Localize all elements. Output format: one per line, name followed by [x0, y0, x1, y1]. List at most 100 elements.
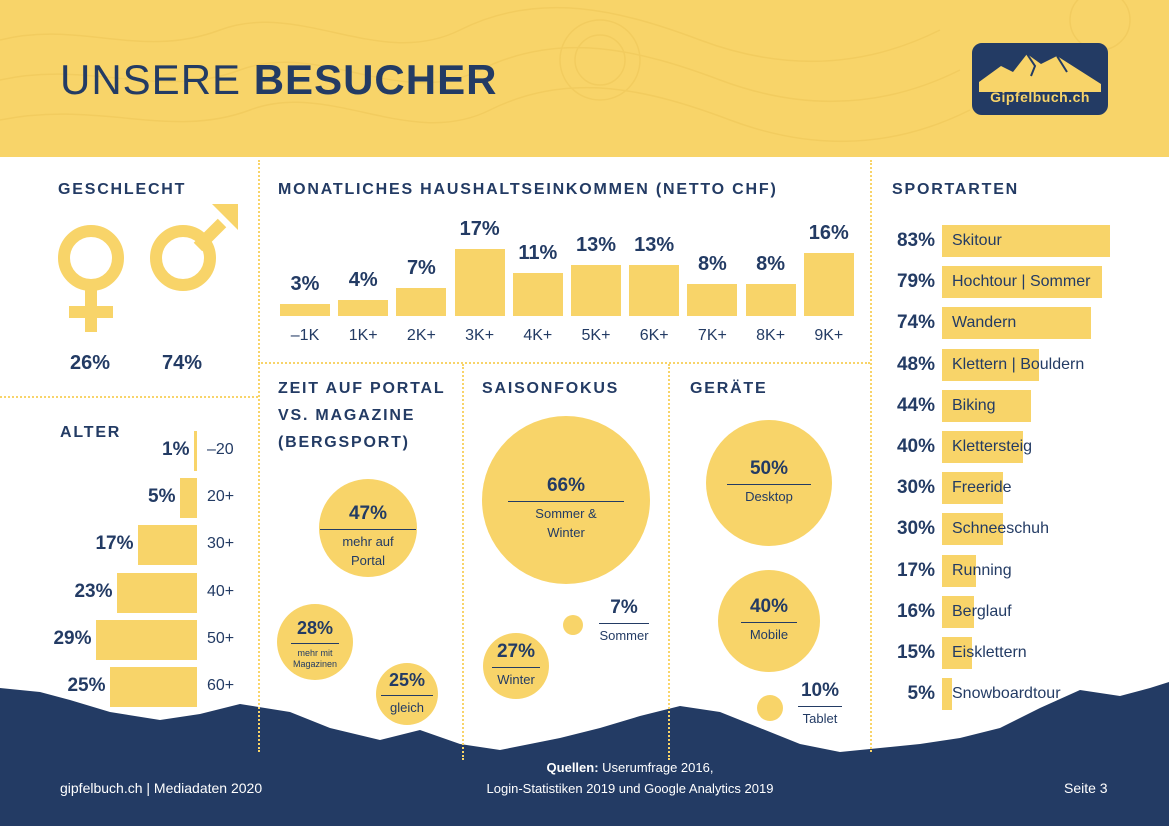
- sport-bar-label: 40%: [896, 436, 935, 457]
- sport-bar: [942, 431, 1023, 463]
- sport-category: Schneeschuh: [952, 520, 1049, 538]
- zeit-bubble-rule: [381, 695, 433, 696]
- income-bar-label: 7%: [406, 257, 436, 280]
- divider-mid-2: [668, 364, 670, 760]
- age-bar: [193, 431, 197, 471]
- gipfelbuch-logo: Gipfelbuch.ch: [972, 43, 1108, 115]
- sport-bar-label: 30%: [896, 477, 935, 499]
- sport-bar: [942, 513, 1003, 546]
- geraete-bubble-label: Desktop: [745, 489, 793, 504]
- income-bar: [687, 284, 738, 316]
- footer-sources-line-2: Login-Statistiken 2019 und Google Analyt…: [486, 781, 774, 796]
- zeit-bubble-rule: [320, 529, 416, 530]
- saison-bubble-pct: 7%: [610, 597, 638, 618]
- sport-category: Hochtour | Sommer: [952, 273, 1091, 291]
- age-bar-label: 17%: [95, 533, 134, 555]
- topo-pattern: [0, 0, 1131, 143]
- income-category: 2K+: [406, 327, 436, 344]
- income-category: –1K: [290, 327, 320, 344]
- income-bar-label: 8%: [697, 253, 727, 276]
- zeit-bubble-pct: 25%: [388, 670, 426, 690]
- sport-bar: [942, 595, 975, 628]
- age-bar: [95, 619, 197, 660]
- zeit-title-line-1: ZEIT AUF PORTAL: [278, 380, 446, 397]
- income-category: 1K+: [348, 327, 378, 344]
- income-bar-label: 4%: [348, 269, 378, 292]
- income-category: 3K+: [465, 327, 495, 344]
- age-category: 40+: [207, 582, 235, 600]
- footer-left: gipfelbuch.ch | Mediadaten 2020: [60, 780, 263, 796]
- sport-bar: [942, 389, 1031, 422]
- age-bar-label: 25%: [67, 675, 106, 696]
- divider-income: [258, 362, 870, 364]
- female-pct: 26%: [70, 352, 111, 374]
- geraete-bubble-rule: [727, 484, 811, 485]
- geraete-bubble: [757, 695, 783, 721]
- age-category: 20+: [207, 488, 235, 506]
- sport-bar: [942, 554, 977, 587]
- sport-bar: [942, 348, 1039, 381]
- sport-category: Klettersteig: [952, 438, 1033, 455]
- income-bar: [454, 248, 505, 316]
- age-title: ALTER: [60, 424, 122, 441]
- saison-bubble-pct: 27%: [496, 641, 536, 662]
- female-symbol-icon: [58, 225, 124, 332]
- saison-bubble-pct: 66%: [546, 475, 586, 496]
- geraete-bubble-rule: [741, 622, 797, 623]
- sport-bar-label: 74%: [896, 312, 935, 334]
- age-category: 60+: [207, 677, 235, 694]
- income-category: 4K+: [523, 327, 553, 344]
- saison-bubble: [563, 615, 583, 635]
- sport-bar-label: 44%: [896, 394, 935, 416]
- sport-bar: [942, 266, 1102, 299]
- sport-bar: [942, 472, 1003, 505]
- sport-bar-label: 79%: [896, 271, 935, 293]
- sport-bar-label: 5%: [907, 683, 935, 705]
- page-title: UNSERE BESUCHER: [60, 56, 498, 103]
- saison-bubble-label: Winter: [497, 672, 535, 687]
- geraete-bubble-pct: 10%: [800, 680, 840, 701]
- sport-category: Snowboardtour: [952, 685, 1061, 703]
- female-symbol-label: F: [87, 248, 97, 265]
- income-title: MONATLICHES HAUSHALTSEINKOMMEN (NETTO CH…: [278, 181, 778, 198]
- age-bar: [179, 478, 197, 519]
- income-category: 5K+: [581, 327, 611, 344]
- geraete-bubble-rule: [798, 706, 842, 707]
- page-number: Seite 3: [1064, 780, 1108, 796]
- income-bar: [803, 252, 854, 316]
- sport-category: Berglauf: [952, 602, 1012, 620]
- saison-bubble-rule: [599, 623, 649, 624]
- geraete-bubble-label: Tablet: [802, 711, 838, 726]
- divider-right: [870, 160, 872, 752]
- zeit-bubble-label: mehr auf: [342, 534, 394, 549]
- geraete-bubble-label: Mobile: [749, 627, 789, 642]
- sport-category: Biking: [952, 396, 996, 414]
- age-bar: [116, 572, 197, 613]
- sources-line-1: Userumfrage 2016,: [602, 760, 714, 775]
- geraete-bubble-pct: 40%: [749, 596, 789, 617]
- sport-category: Freeride: [952, 479, 1012, 497]
- sport-category: Skitour: [952, 232, 1002, 249]
- age-bar-label: 23%: [74, 580, 113, 602]
- income-bar-label: 17%: [459, 217, 500, 240]
- gender-title: GESCHLECHT: [58, 181, 187, 198]
- age-category: –20: [207, 441, 234, 458]
- saison-bubble-label: Sommer: [599, 628, 649, 643]
- zeit-bubble-pct: 28%: [296, 618, 334, 638]
- male-symbol-label: M: [176, 248, 190, 265]
- income-bar-label: 16%: [808, 221, 849, 244]
- male-symbol-icon: [150, 204, 238, 291]
- divider-gender-age: [0, 396, 258, 398]
- income-category: 6K+: [639, 327, 669, 344]
- sport-category: Wandern: [952, 314, 1017, 332]
- sport-bar-label: 48%: [896, 353, 935, 375]
- age-bar-label: 29%: [53, 627, 92, 649]
- sport-bar-label: 83%: [896, 230, 935, 251]
- sources-label: Quellen:: [546, 760, 599, 775]
- sport-bar-label: 15%: [896, 642, 935, 663]
- income-bar-label: 11%: [518, 241, 558, 264]
- divider-left: [258, 160, 260, 752]
- saison-bubble-rule: [508, 501, 624, 502]
- sport-bar: [942, 637, 973, 669]
